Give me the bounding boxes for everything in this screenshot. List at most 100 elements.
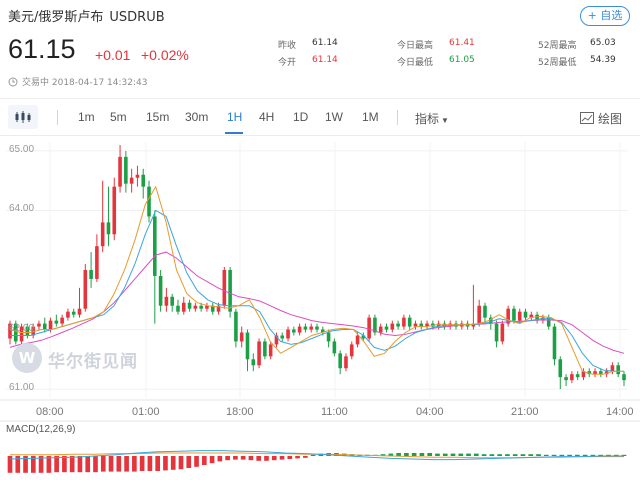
tab-1d[interactable]: 1D bbox=[293, 110, 309, 124]
candle[interactable] bbox=[413, 323, 418, 327]
candle[interactable] bbox=[135, 174, 140, 178]
candle[interactable] bbox=[378, 326, 383, 333]
candle[interactable] bbox=[303, 326, 308, 330]
candle[interactable] bbox=[274, 335, 279, 345]
candle[interactable] bbox=[164, 296, 169, 306]
candle[interactable] bbox=[60, 317, 64, 324]
candle[interactable] bbox=[210, 305, 215, 312]
candle[interactable] bbox=[48, 320, 53, 330]
add-watchlist-button[interactable]: + 自选 bbox=[580, 6, 630, 26]
candle[interactable] bbox=[361, 335, 366, 339]
candle[interactable] bbox=[66, 311, 70, 318]
candle[interactable] bbox=[239, 332, 244, 342]
candle[interactable] bbox=[251, 359, 256, 366]
tab-1m[interactable]: 1m bbox=[78, 110, 95, 124]
candle[interactable] bbox=[483, 305, 487, 318]
candle[interactable] bbox=[297, 326, 302, 333]
candle[interactable] bbox=[187, 302, 192, 309]
candle[interactable] bbox=[599, 371, 603, 375]
candle[interactable] bbox=[129, 177, 134, 184]
candle[interactable] bbox=[25, 326, 30, 336]
candle[interactable] bbox=[407, 317, 412, 327]
candle[interactable] bbox=[529, 314, 534, 318]
candle[interactable] bbox=[349, 344, 354, 357]
candle[interactable] bbox=[419, 323, 424, 327]
candle[interactable] bbox=[147, 186, 151, 217]
tab-5m[interactable]: 5m bbox=[110, 110, 127, 124]
candle[interactable] bbox=[54, 320, 59, 324]
candle[interactable] bbox=[263, 341, 267, 357]
candle[interactable] bbox=[575, 374, 580, 378]
candle[interactable] bbox=[234, 311, 238, 342]
candle[interactable] bbox=[170, 296, 174, 306]
candle[interactable] bbox=[494, 323, 499, 342]
candle[interactable] bbox=[581, 371, 586, 378]
candle[interactable] bbox=[245, 332, 250, 360]
candle[interactable] bbox=[488, 317, 493, 324]
indicators-dropdown[interactable]: 指标 ▼ bbox=[415, 110, 449, 127]
candle[interactable] bbox=[31, 326, 35, 336]
candle[interactable] bbox=[570, 374, 574, 381]
candle[interactable] bbox=[384, 326, 389, 330]
candle[interactable] bbox=[512, 308, 516, 321]
candle[interactable] bbox=[523, 311, 528, 318]
candle[interactable] bbox=[37, 323, 41, 327]
candle[interactable] bbox=[257, 341, 261, 366]
candle[interactable] bbox=[112, 186, 117, 235]
candle[interactable] bbox=[286, 329, 290, 339]
candle[interactable] bbox=[228, 270, 232, 312]
draw-tool-button[interactable]: 绘图 bbox=[579, 110, 622, 127]
candle[interactable] bbox=[199, 305, 203, 309]
candle[interactable] bbox=[118, 156, 122, 187]
candle[interactable] bbox=[309, 326, 314, 330]
candle[interactable] bbox=[106, 222, 111, 235]
candle[interactable] bbox=[141, 174, 146, 187]
candle[interactable] bbox=[320, 329, 325, 333]
chart-type-button[interactable] bbox=[8, 105, 38, 129]
candle[interactable] bbox=[153, 216, 157, 276]
candle[interactable] bbox=[42, 323, 47, 330]
candle[interactable] bbox=[158, 275, 163, 306]
candle[interactable] bbox=[622, 374, 626, 381]
candle[interactable] bbox=[13, 323, 18, 342]
candle[interactable] bbox=[19, 326, 24, 342]
candle[interactable] bbox=[216, 305, 221, 312]
candle[interactable] bbox=[71, 311, 76, 315]
tab-4h[interactable]: 4H bbox=[259, 110, 275, 124]
candle[interactable] bbox=[95, 246, 99, 279]
candle[interactable] bbox=[402, 317, 406, 327]
candle[interactable] bbox=[326, 332, 331, 342]
candle[interactable] bbox=[205, 305, 209, 309]
candle[interactable] bbox=[500, 323, 505, 342]
candle[interactable] bbox=[546, 317, 551, 327]
candle[interactable] bbox=[124, 156, 128, 184]
candle[interactable] bbox=[222, 270, 227, 306]
tab-1h[interactable]: 1H bbox=[227, 110, 243, 124]
candle[interactable] bbox=[292, 329, 296, 333]
tab-15m[interactable]: 15m bbox=[146, 110, 170, 124]
candle[interactable] bbox=[471, 323, 476, 327]
candle[interactable] bbox=[616, 365, 621, 375]
candle[interactable] bbox=[425, 323, 429, 327]
candle[interactable] bbox=[477, 305, 481, 324]
candle[interactable] bbox=[564, 377, 568, 381]
candle[interactable] bbox=[181, 302, 186, 312]
candle[interactable] bbox=[367, 317, 371, 339]
candle[interactable] bbox=[280, 335, 285, 339]
candle[interactable] bbox=[100, 222, 105, 247]
tab-1w[interactable]: 1W bbox=[325, 110, 343, 124]
candle[interactable] bbox=[390, 323, 395, 330]
candle[interactable] bbox=[344, 356, 348, 369]
candle[interactable] bbox=[610, 365, 615, 372]
candle[interactable] bbox=[558, 359, 563, 378]
candle[interactable] bbox=[552, 326, 557, 360]
candle[interactable] bbox=[268, 344, 273, 357]
candle[interactable] bbox=[373, 317, 377, 333]
candle[interactable] bbox=[315, 326, 319, 330]
candle[interactable] bbox=[89, 270, 93, 279]
candle[interactable] bbox=[338, 353, 342, 369]
candle[interactable] bbox=[517, 311, 522, 321]
candle[interactable] bbox=[77, 308, 82, 315]
candle[interactable] bbox=[593, 371, 597, 375]
